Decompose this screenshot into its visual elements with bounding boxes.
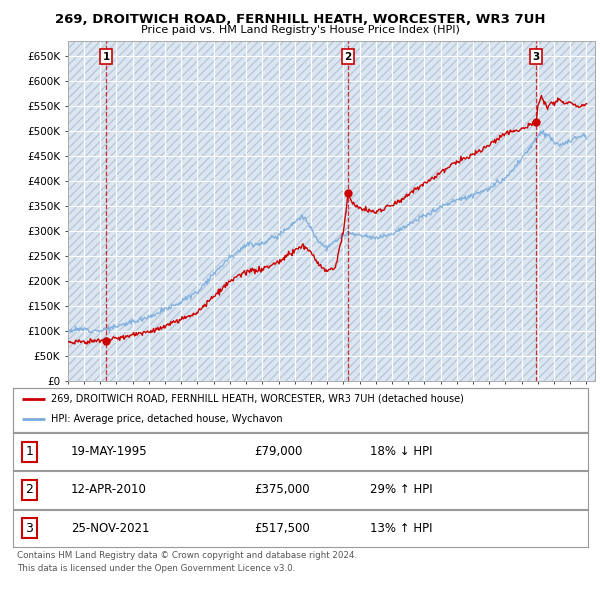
Text: 1: 1 [25, 445, 33, 458]
Text: 25-NOV-2021: 25-NOV-2021 [71, 522, 149, 535]
Text: £79,000: £79,000 [254, 445, 303, 458]
Text: 1: 1 [103, 51, 110, 61]
Text: This data is licensed under the Open Government Licence v3.0.: This data is licensed under the Open Gov… [17, 564, 295, 573]
Text: 269, DROITWICH ROAD, FERNHILL HEATH, WORCESTER, WR3 7UH (detached house): 269, DROITWICH ROAD, FERNHILL HEATH, WOR… [50, 394, 463, 404]
Text: 2: 2 [344, 51, 352, 61]
Text: Price paid vs. HM Land Registry's House Price Index (HPI): Price paid vs. HM Land Registry's House … [140, 25, 460, 35]
Text: Contains HM Land Registry data © Crown copyright and database right 2024.: Contains HM Land Registry data © Crown c… [17, 551, 357, 560]
Text: 18% ↓ HPI: 18% ↓ HPI [370, 445, 432, 458]
Text: 3: 3 [25, 522, 33, 535]
Text: 2: 2 [25, 483, 33, 497]
Text: £517,500: £517,500 [254, 522, 310, 535]
Text: 13% ↑ HPI: 13% ↑ HPI [370, 522, 432, 535]
Text: 12-APR-2010: 12-APR-2010 [71, 483, 146, 497]
Text: 269, DROITWICH ROAD, FERNHILL HEATH, WORCESTER, WR3 7UH: 269, DROITWICH ROAD, FERNHILL HEATH, WOR… [55, 13, 545, 26]
Text: 29% ↑ HPI: 29% ↑ HPI [370, 483, 432, 497]
Text: 3: 3 [533, 51, 540, 61]
Text: 19-MAY-1995: 19-MAY-1995 [71, 445, 148, 458]
Text: HPI: Average price, detached house, Wychavon: HPI: Average price, detached house, Wych… [50, 415, 282, 424]
Text: £375,000: £375,000 [254, 483, 310, 497]
